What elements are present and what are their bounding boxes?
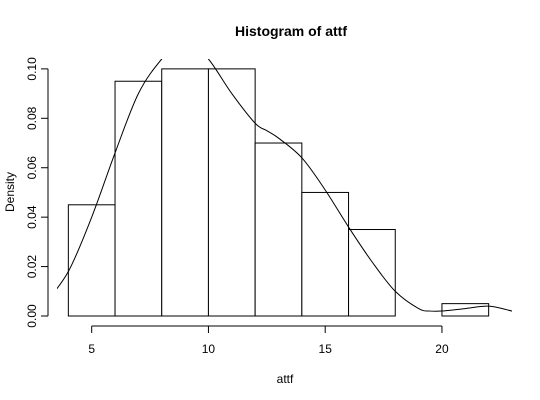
x-axis: 5 10 15 20 — [88, 325, 449, 356]
histogram-bar-0 — [67, 204, 116, 317]
density-curve — [57, 59, 513, 312]
y-tick-label-0.00: 0.00 — [25, 304, 39, 328]
histogram-bar-5 — [301, 191, 350, 317]
x-tick-label-10: 10 — [202, 342, 216, 356]
chart-title: Histogram of attf — [235, 23, 347, 39]
x-tick-label-15: 15 — [319, 342, 333, 356]
y-tick-label-0.02: 0.02 — [25, 255, 39, 279]
histogram-bar-2 — [161, 68, 209, 317]
y-tick-label-0.10: 0.10 — [25, 57, 39, 81]
histogram-bar-3 — [207, 68, 256, 317]
histogram-bar-6 — [348, 229, 396, 317]
x-tick-label-20: 20 — [435, 342, 449, 356]
histogram-bar-8 — [441, 303, 490, 317]
histogram-bar-4 — [254, 142, 303, 317]
y-tick-label-0.06: 0.06 — [25, 156, 39, 180]
x-tick-label-5: 5 — [88, 342, 95, 356]
histogram-bars — [67, 68, 490, 317]
density-curve-layer — [57, 59, 513, 312]
y-tick-label-0.08: 0.08 — [25, 106, 39, 130]
y-axis: 0.00 0.02 0.04 0.06 0.08 0.10 — [25, 57, 49, 328]
y-tick-label-0.04: 0.04 — [25, 205, 39, 229]
x-axis-label: attf — [277, 372, 294, 386]
histogram-bar-1 — [114, 80, 163, 317]
y-axis-label: Density — [3, 172, 17, 212]
